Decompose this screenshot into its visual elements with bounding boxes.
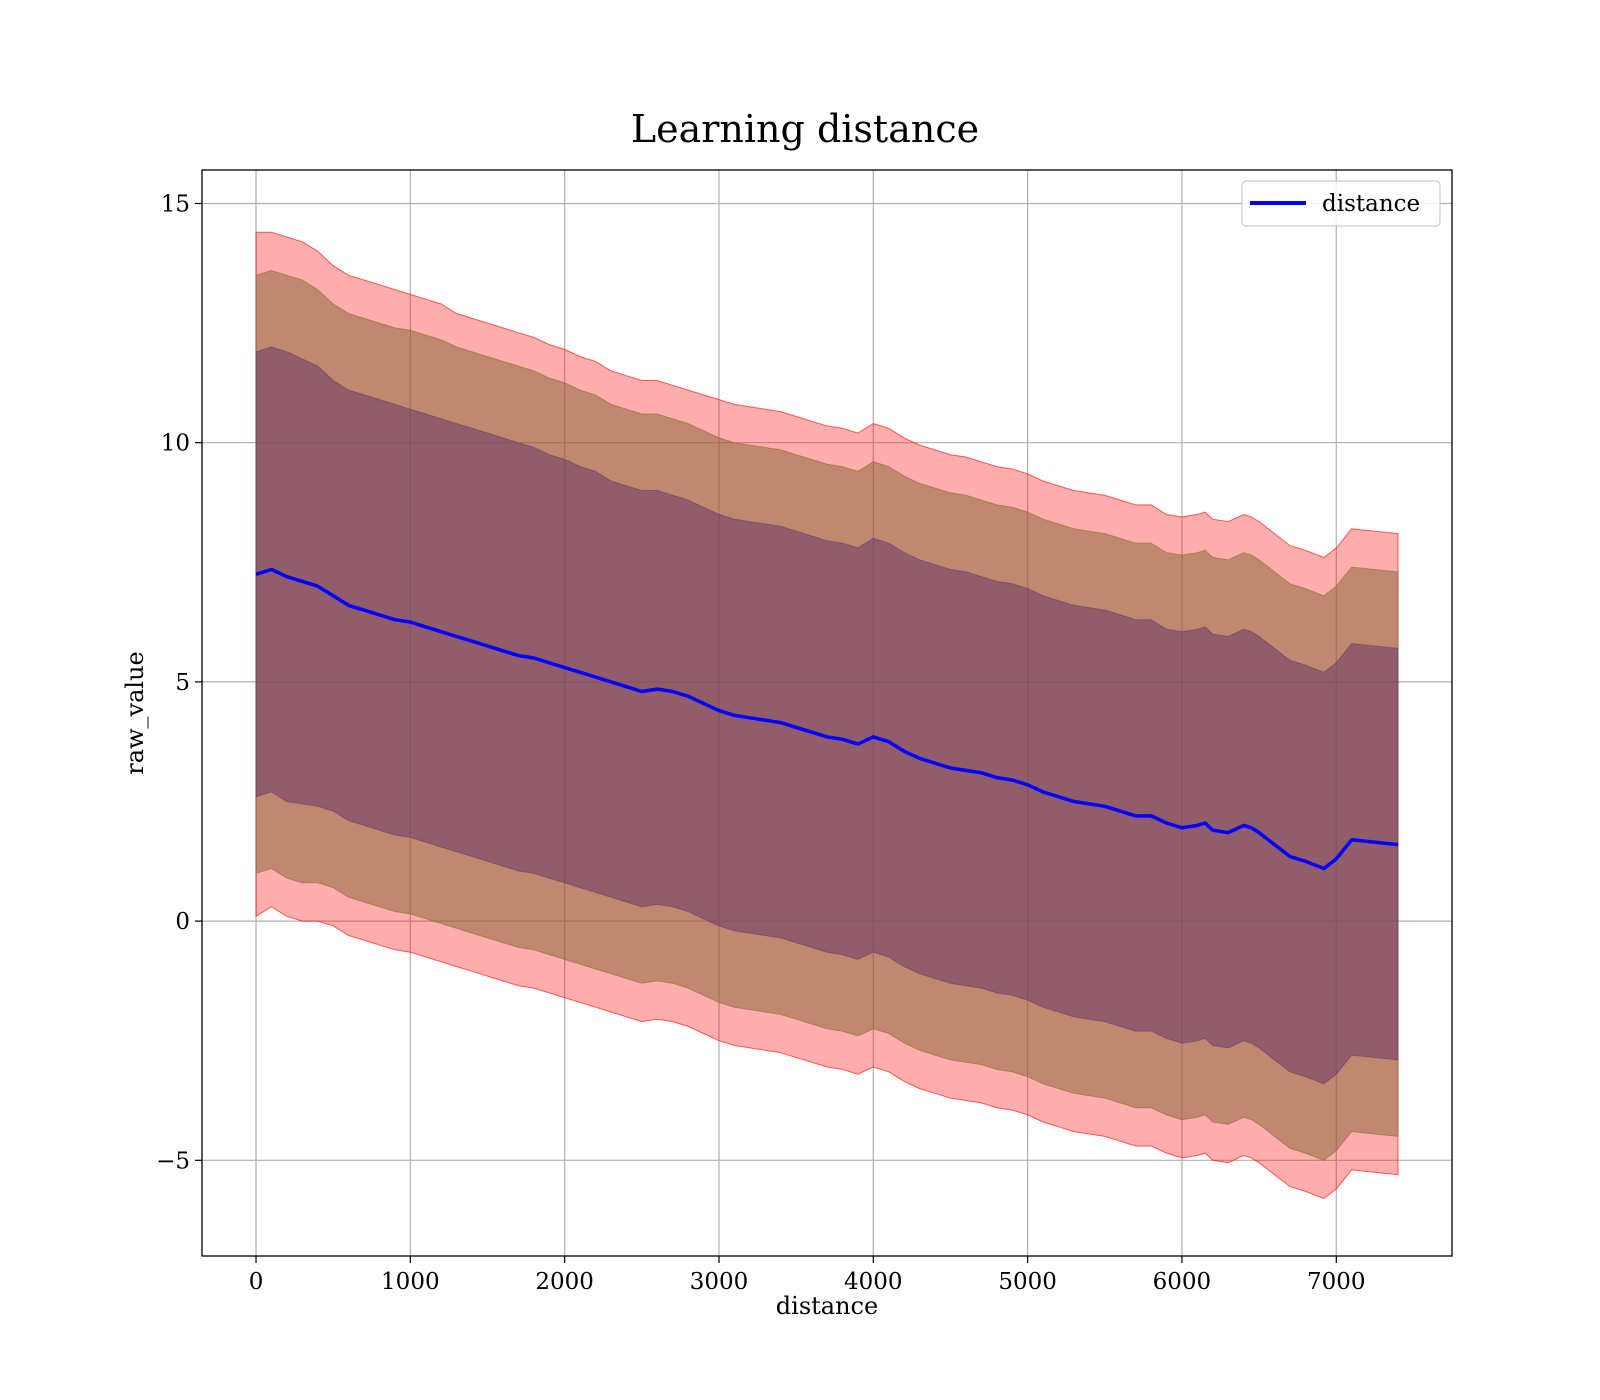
y-axis-label: raw_value: [121, 651, 149, 775]
axes-frame: [201, 169, 1453, 1257]
plot-area: [202, 170, 1452, 1256]
x-tick-label: 7000: [1307, 1269, 1366, 1295]
legend: distance: [1241, 180, 1441, 227]
y-axis-ticks: −5 0 5 10 15: [156, 191, 202, 1174]
y-tick-label: 5: [175, 670, 190, 696]
x-tick-label: 5000: [998, 1269, 1057, 1295]
x-tick-label: 6000: [1153, 1269, 1212, 1295]
x-axis-ticks: 0 1000 2000 3000 4000 5000 6000 7000: [249, 1256, 1366, 1295]
y-tick-label: 0: [175, 909, 190, 935]
confidence-band-inner: [255, 346, 1399, 1085]
x-tick-label: 0: [249, 1269, 264, 1295]
series-line-distance: [255, 567, 1399, 871]
x-tick-label: 2000: [535, 1269, 594, 1295]
y-tick-label: 10: [161, 431, 190, 457]
chart-title: Learning distance: [631, 107, 979, 151]
y-tick-label: 15: [161, 191, 190, 217]
legend-box: [1241, 180, 1441, 227]
x-tick-label: 1000: [381, 1269, 440, 1295]
x-axis-label: distance: [776, 1292, 878, 1320]
legend-label-distance: distance: [1322, 191, 1420, 217]
x-tick-label: 4000: [844, 1269, 903, 1295]
y-tick-label: −5: [156, 1148, 190, 1174]
x-tick-label: 3000: [690, 1269, 749, 1295]
